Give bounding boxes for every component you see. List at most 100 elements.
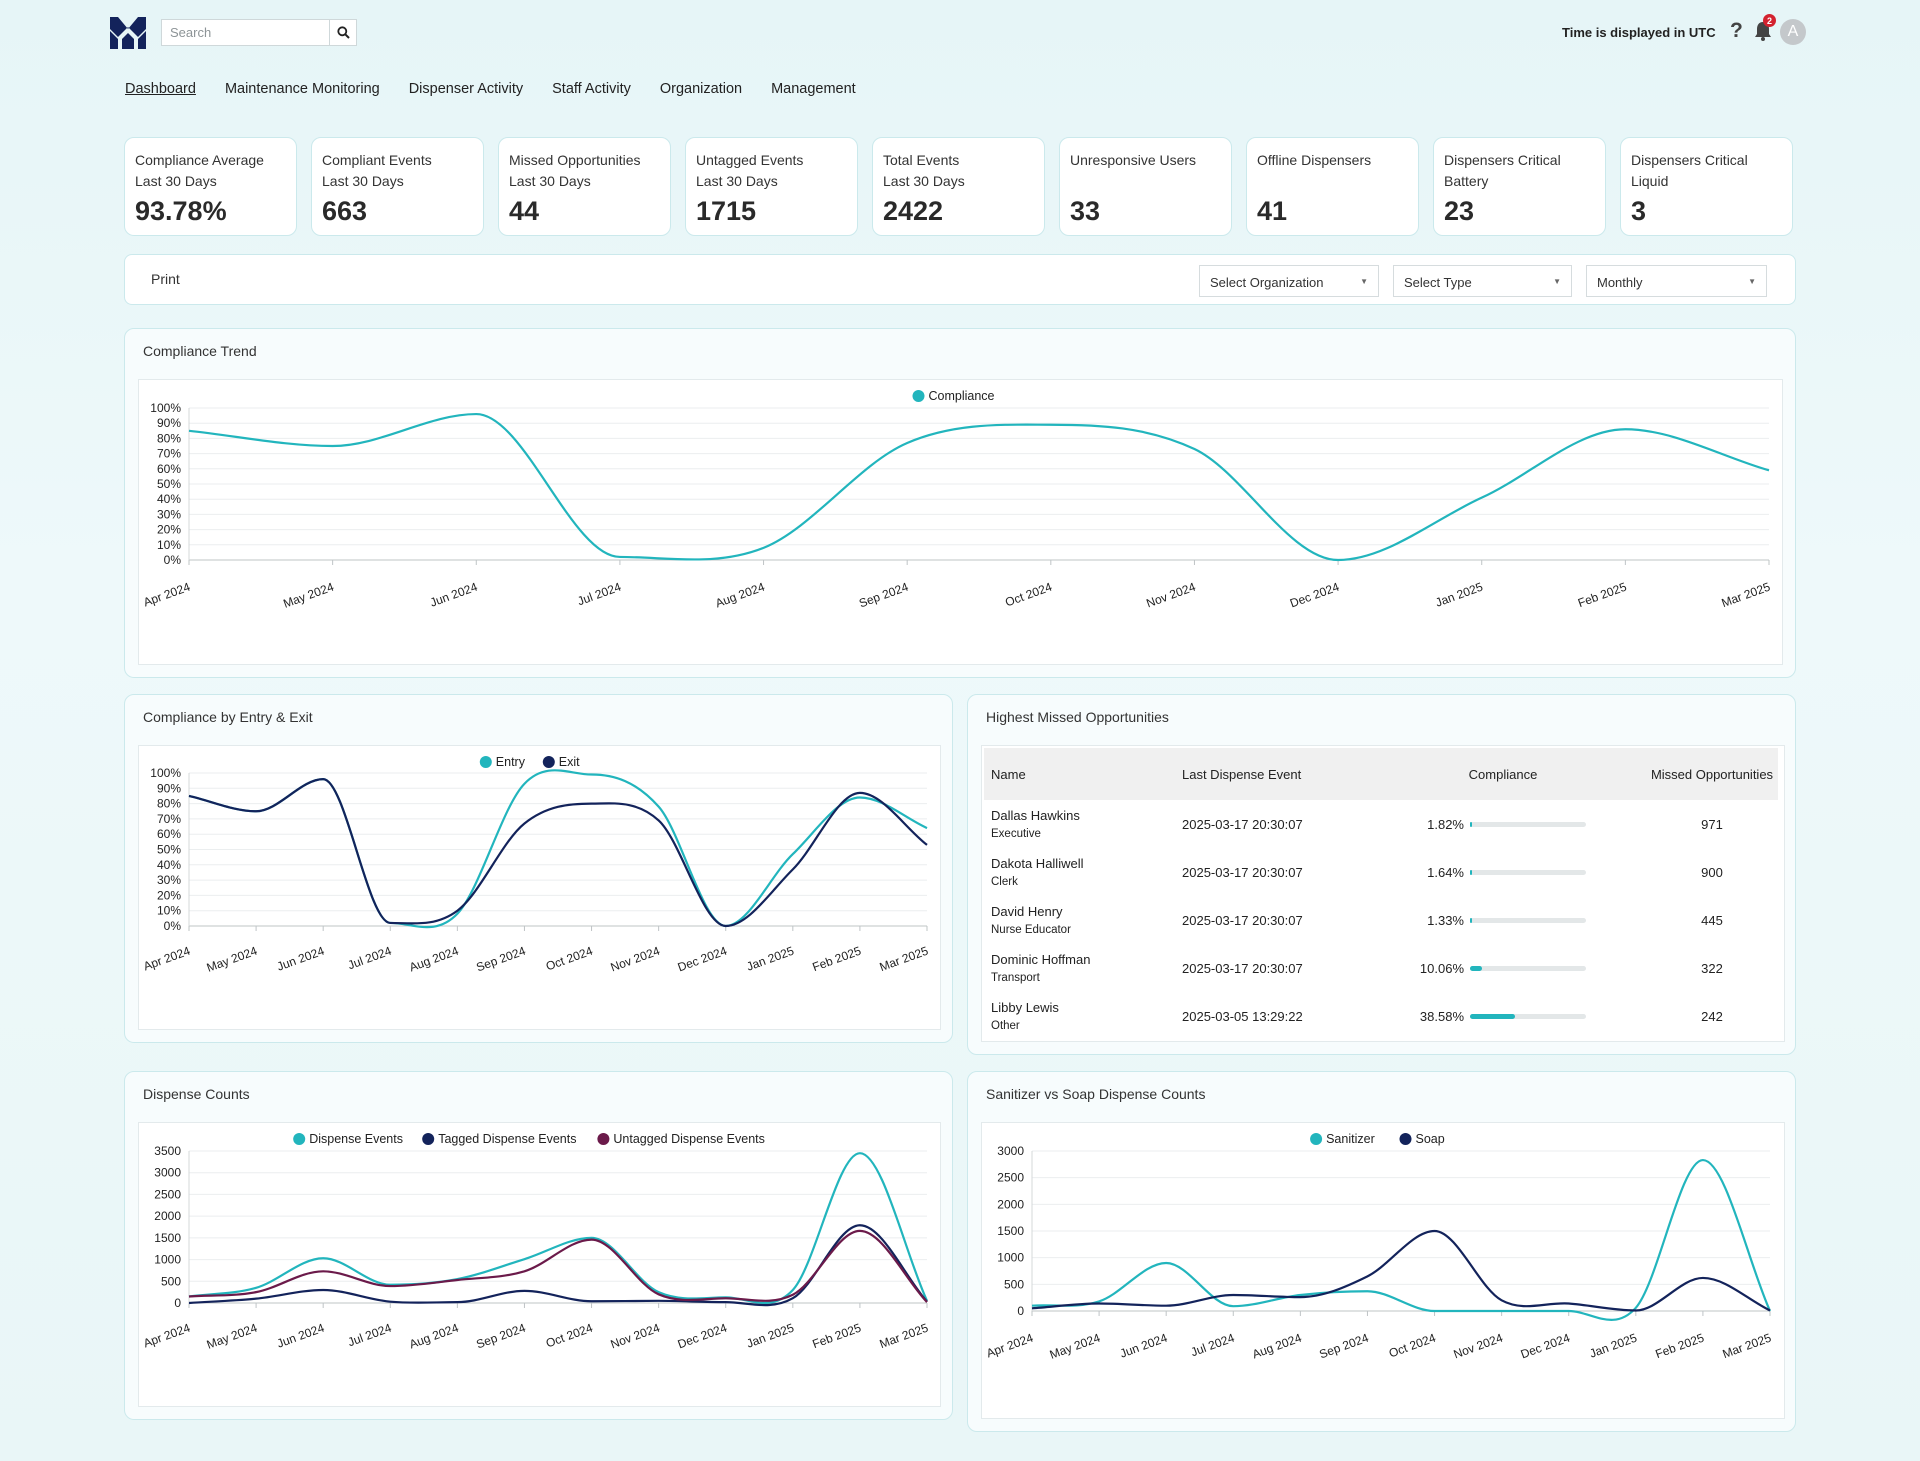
- kpi-value: 663: [322, 196, 368, 226]
- cell-missed: 900: [1701, 864, 1723, 880]
- cell-last-dispense: 2025-03-17 20:30:07: [1182, 864, 1303, 880]
- y-tick-label: 50%: [157, 477, 181, 491]
- y-tick-label: 10%: [157, 904, 181, 918]
- table-row[interactable]: Dallas Hawkins Executive 2025-03-17 20:30:…: [984, 800, 1778, 848]
- staff-role: Nurse Educator: [991, 924, 1071, 936]
- cell-missed: 322: [1701, 960, 1723, 976]
- kpi-compliant-events: Compliant Events Last 30 Days 663: [311, 137, 484, 236]
- legend-marker: [479, 756, 492, 768]
- y-tick-label: 500: [161, 1274, 181, 1288]
- x-tick-label: Nov 2024: [609, 1321, 662, 1352]
- y-tick-label: 500: [1004, 1277, 1024, 1291]
- y-tick-label: 20%: [157, 888, 181, 902]
- staff-name: Dakota Halliwell: [991, 856, 1084, 871]
- cell-last-dispense: 2025-03-17 20:30:07: [1182, 816, 1303, 832]
- x-tick-label: Jan 2025: [745, 1321, 796, 1351]
- legend-marker: [293, 1133, 306, 1145]
- type-select-value: Select Type: [1404, 275, 1472, 290]
- x-tick-label: Mar 2025: [1721, 1331, 1774, 1362]
- x-tick-label: Jul 2024: [1189, 1331, 1237, 1360]
- compliance-bar-fill: [1470, 869, 1472, 875]
- y-tick-label: 50%: [157, 843, 181, 857]
- x-tick-label: Feb 2025: [1576, 580, 1629, 611]
- nav-dashboard[interactable]: Dashboard: [125, 81, 196, 97]
- staff-name: Dallas Hawkins: [991, 808, 1080, 823]
- compliance-bar-fill: [1470, 917, 1472, 923]
- staff-name: Libby Lewis: [991, 1000, 1059, 1015]
- table-row[interactable]: Dakota Halliwell Clerk 2025-03-17 20:30:07…: [984, 848, 1778, 896]
- y-tick-label: 0: [174, 1296, 181, 1310]
- y-tick-label: 0: [1017, 1304, 1024, 1318]
- organization-select-value: Select Organization: [1210, 275, 1324, 290]
- y-tick-label: 2000: [997, 1197, 1024, 1211]
- cell-compliance-bar: [1470, 800, 1646, 848]
- entry-exit-chart: Entry Exit 0%10% 20%30%40%50% 60%70%80% 90%10…: [141, 755, 930, 975]
- legend-label: Untagged Dispense Events: [613, 1132, 764, 1146]
- cell-compliance-bar: [1470, 992, 1646, 1040]
- nav-maintenance-monitoring[interactable]: Maintenance Monitoring: [224, 81, 380, 97]
- table-row[interactable]: Dominic Hoffman Transport 2025-03-17 20:30…: [984, 944, 1778, 992]
- compliance-trend-panel: Compliance Trend Compliance 0% 10% 20% 30% 40…: [124, 328, 1796, 678]
- search-input[interactable]: [161, 19, 329, 46]
- x-tick-label: Sep 2024: [474, 1321, 527, 1352]
- x-tick-label: Dec 2024: [1519, 1331, 1572, 1362]
- table-row[interactable]: Libby Lewis Other 2025-03-05 13:29:22 38.58…: [984, 992, 1778, 1040]
- staff-name: Dominic Hoffman: [991, 952, 1091, 967]
- x-tick-label: Nov 2024: [609, 944, 662, 975]
- x-tick-label: May 2024: [205, 1321, 260, 1352]
- y-tick-label: 90%: [157, 416, 181, 430]
- y-tick-label: 1500: [997, 1224, 1024, 1238]
- legend-label: Exit: [559, 755, 580, 769]
- y-tick-label: 3000: [154, 1166, 181, 1180]
- x-tick-label: Jul 2024: [576, 580, 624, 609]
- organization-select[interactable]: Select Organization ▼: [1199, 265, 1379, 297]
- x-tick-label: May 2024: [1048, 1331, 1103, 1362]
- y-tick-label: 70%: [157, 447, 181, 461]
- period-select[interactable]: Monthly ▼: [1586, 265, 1767, 297]
- dispense-counts-chart: Dispense Events Tagged Dispense Events Unt…: [141, 1132, 930, 1352]
- x-tick-label: Aug 2024: [407, 944, 460, 975]
- avatar[interactable]: A: [1780, 19, 1806, 45]
- print-button[interactable]: Print: [151, 271, 180, 287]
- x-tick-label: Jul 2024: [346, 944, 394, 973]
- x-tick-label: Nov 2024: [1452, 1331, 1505, 1362]
- nav-dispenser-activity[interactable]: Dispenser Activity: [408, 81, 524, 97]
- type-select[interactable]: Select Type ▼: [1393, 265, 1572, 297]
- legend-label: Compliance: [929, 389, 995, 403]
- compliance-bar-track: [1470, 869, 1586, 875]
- staff-role: Executive: [991, 828, 1041, 840]
- compliance-trend-chart-box: Compliance 0% 10% 20% 30% 40% 50% 60% 70% 80% 90% 1…: [138, 379, 1783, 665]
- kpi-untagged-events: Untagged Events Last 30 Days 1715: [685, 137, 858, 236]
- kpi-value: 23: [1444, 196, 1475, 226]
- panel-title: Compliance Trend: [143, 343, 257, 359]
- kpi-label: Offline Dispensers: [1257, 152, 1372, 168]
- caret-down-icon: ▼: [1360, 277, 1368, 286]
- nav-organization[interactable]: Organization: [659, 81, 743, 97]
- nav-management[interactable]: Management: [771, 81, 856, 97]
- x-tick-label: Nov 2024: [1144, 580, 1197, 611]
- cell-compliance-pct: 10.06%: [1419, 960, 1464, 976]
- entry-exit-panel: Compliance by Entry & Exit Entry Exit 0% 10…: [124, 694, 953, 1043]
- kpi-label: Untagged Events Last 30 Days: [696, 152, 804, 189]
- help-icon[interactable]: ?: [1730, 19, 1743, 42]
- caret-down-icon: ▼: [1748, 277, 1756, 286]
- x-tick-label: Jun 2024: [1118, 1331, 1169, 1361]
- table-row[interactable]: David Henry Nurse Educator 2025-03-17 20:3…: [984, 896, 1778, 944]
- legend-marker: [597, 1133, 610, 1145]
- x-tick-label: Aug 2024: [713, 580, 766, 611]
- y-tick-label: 0%: [164, 919, 182, 933]
- x-tick-label: Apr 2024: [141, 580, 192, 610]
- nav-staff-activity[interactable]: Staff Activity: [552, 81, 631, 97]
- kpi-label: Compliance Average Last 30 Days: [135, 152, 264, 189]
- search-button[interactable]: [329, 19, 357, 46]
- brand-logo: [110, 17, 146, 49]
- series-line: [188, 769, 928, 929]
- kpi-label: Compliant Events Last 30 Days: [322, 152, 432, 189]
- x-tick-label: Oct 2024: [544, 1321, 595, 1351]
- y-tick-label: 0%: [164, 553, 182, 567]
- y-tick-label: 60%: [157, 827, 181, 841]
- y-tick-label: 40%: [157, 858, 181, 872]
- dispense-counts-panel: Dispense Counts Dispense Events Tagged Di…: [124, 1071, 953, 1420]
- y-tick-label: 60%: [157, 462, 181, 476]
- panel-title: Dispense Counts: [143, 1086, 250, 1102]
